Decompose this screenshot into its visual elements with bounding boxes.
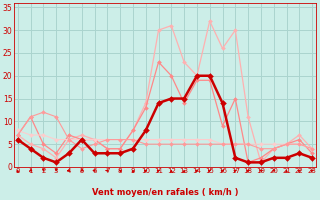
X-axis label: Vent moyen/en rafales ( km/h ): Vent moyen/en rafales ( km/h ): [92, 188, 238, 197]
